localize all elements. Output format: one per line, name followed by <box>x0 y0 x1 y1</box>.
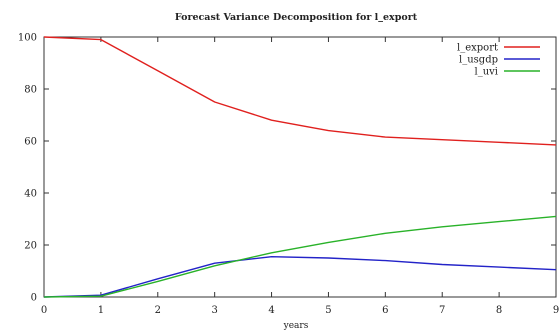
series-line-l_export <box>43 36 557 146</box>
legend-label-l_export: l_export <box>457 43 498 54</box>
x-tick-label-4: 4 <box>268 305 274 316</box>
series-line-l_uvi <box>43 215 557 298</box>
x-tick-label-5: 5 <box>325 305 331 316</box>
y-axis: 0 20 40 60 80 100 <box>18 33 556 304</box>
y-tick-label-1: 20 <box>24 241 37 252</box>
x-tick-label-3: 3 <box>211 305 217 316</box>
legend-label-l_uvi: l_uvi <box>475 67 499 78</box>
y-tick-label-0: 0 <box>31 293 37 304</box>
x-tick-label-2: 2 <box>155 305 161 316</box>
x-axis-label: years <box>283 321 309 331</box>
x-tick-label-8: 8 <box>496 305 502 316</box>
x-axis: 0 1 2 3 4 5 6 7 8 9 <box>41 37 559 316</box>
legend-label-l_usgdp: l_usgdp <box>459 55 498 66</box>
plot-frame <box>43 36 557 298</box>
x-tick-label-7: 7 <box>439 305 445 316</box>
y-tick-label-5: 100 <box>18 33 37 44</box>
chart-title: Forecast Variance Decomposition for l_ex… <box>175 12 418 23</box>
x-tick-label-1: 1 <box>98 305 104 316</box>
series-lines <box>43 36 557 298</box>
x-tick-label-9: 9 <box>553 305 559 316</box>
y-tick-label-2: 40 <box>24 189 37 200</box>
plot-area: 0 1 2 3 4 5 6 7 8 9 0 20 40 60 80 100 l_exportl_usgdpl… <box>18 33 559 317</box>
y-tick-label-4: 80 <box>24 85 37 96</box>
y-tick-label-3: 60 <box>24 137 37 148</box>
x-tick-label-6: 6 <box>382 305 388 316</box>
x-tick-label-0: 0 <box>41 305 47 316</box>
series-line-l_usgdp <box>43 256 557 298</box>
